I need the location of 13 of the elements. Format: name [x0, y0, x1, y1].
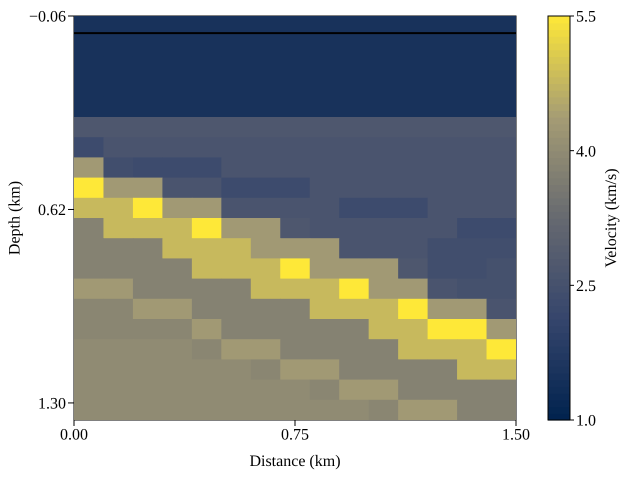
y-tick-label: −0.06	[28, 8, 66, 26]
x-tick-label: 0.00	[60, 426, 88, 444]
color-bar-label: 4.0	[576, 143, 596, 160]
y-tick-label: 1.30	[38, 396, 66, 413]
color-bar-label: 1.0	[576, 412, 596, 430]
x-axis-title: Distance (km)	[249, 453, 341, 470]
y-axis-title: Depth (km)	[6, 180, 24, 256]
x-tick-label: 1.50	[502, 426, 530, 444]
y-tick-label: 0.62	[38, 202, 66, 220]
color-bar-title: Velocity (km/s)	[603, 168, 620, 268]
x-tick-label: 0.75	[281, 426, 309, 444]
color-bar-label: 2.5	[576, 278, 596, 295]
color-bar-label: 5.5	[576, 8, 596, 26]
